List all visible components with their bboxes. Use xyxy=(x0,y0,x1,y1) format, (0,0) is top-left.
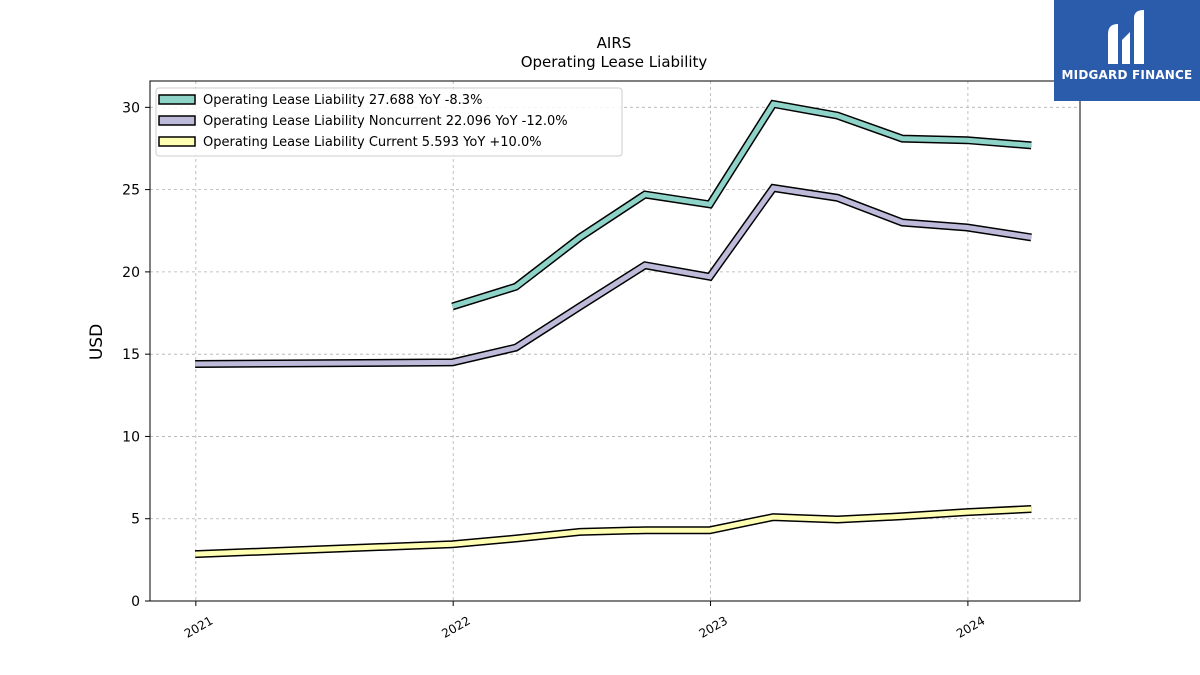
y-tick-label: 0 xyxy=(131,594,140,610)
legend-label: Operating Lease Liability Current 5.593 … xyxy=(203,135,542,150)
chart-title: AIRS xyxy=(597,34,632,52)
series-line xyxy=(451,101,1032,309)
legend: Operating Lease Liability 27.688 YoY -8.… xyxy=(155,87,623,157)
y-tick-label: 10 xyxy=(122,429,140,445)
midgard-logo-icon xyxy=(1108,10,1144,64)
y-tick-label: 30 xyxy=(122,100,140,116)
y-tick-label: 20 xyxy=(122,265,140,281)
chart-subtitle: Operating Lease Liability xyxy=(521,53,708,71)
y-tick-label: 25 xyxy=(122,183,140,199)
brand-logo: MIDGARD FINANCE xyxy=(1054,0,1200,101)
x-tick-label: 2022 xyxy=(439,613,472,640)
series-layer xyxy=(194,99,1032,559)
y-axis-label: USD xyxy=(87,324,107,360)
y-tick-label: 15 xyxy=(122,347,140,363)
legend-swatch xyxy=(158,94,196,105)
x-tick-label: 2024 xyxy=(954,613,987,640)
series-line xyxy=(195,506,1032,557)
x-tick-label: 2023 xyxy=(697,613,730,640)
x-tick-label: 2021 xyxy=(182,613,215,640)
brand-name: MIDGARD FINANCE xyxy=(1061,68,1193,82)
legend-swatch xyxy=(158,115,196,126)
legend-box xyxy=(155,87,623,157)
plot-frame xyxy=(149,80,1081,602)
y-tick-label: 5 xyxy=(131,512,140,528)
legend-label: Operating Lease Liability Noncurrent 22.… xyxy=(203,114,568,129)
axis-layer: 0 5 10 15 20 25 30 2021 2022 2023 2024 xyxy=(122,100,987,641)
legend-label: Operating Lease Liability 27.688 YoY -8.… xyxy=(203,93,482,108)
grid-layer xyxy=(150,81,1080,602)
legend-swatch xyxy=(158,136,196,147)
